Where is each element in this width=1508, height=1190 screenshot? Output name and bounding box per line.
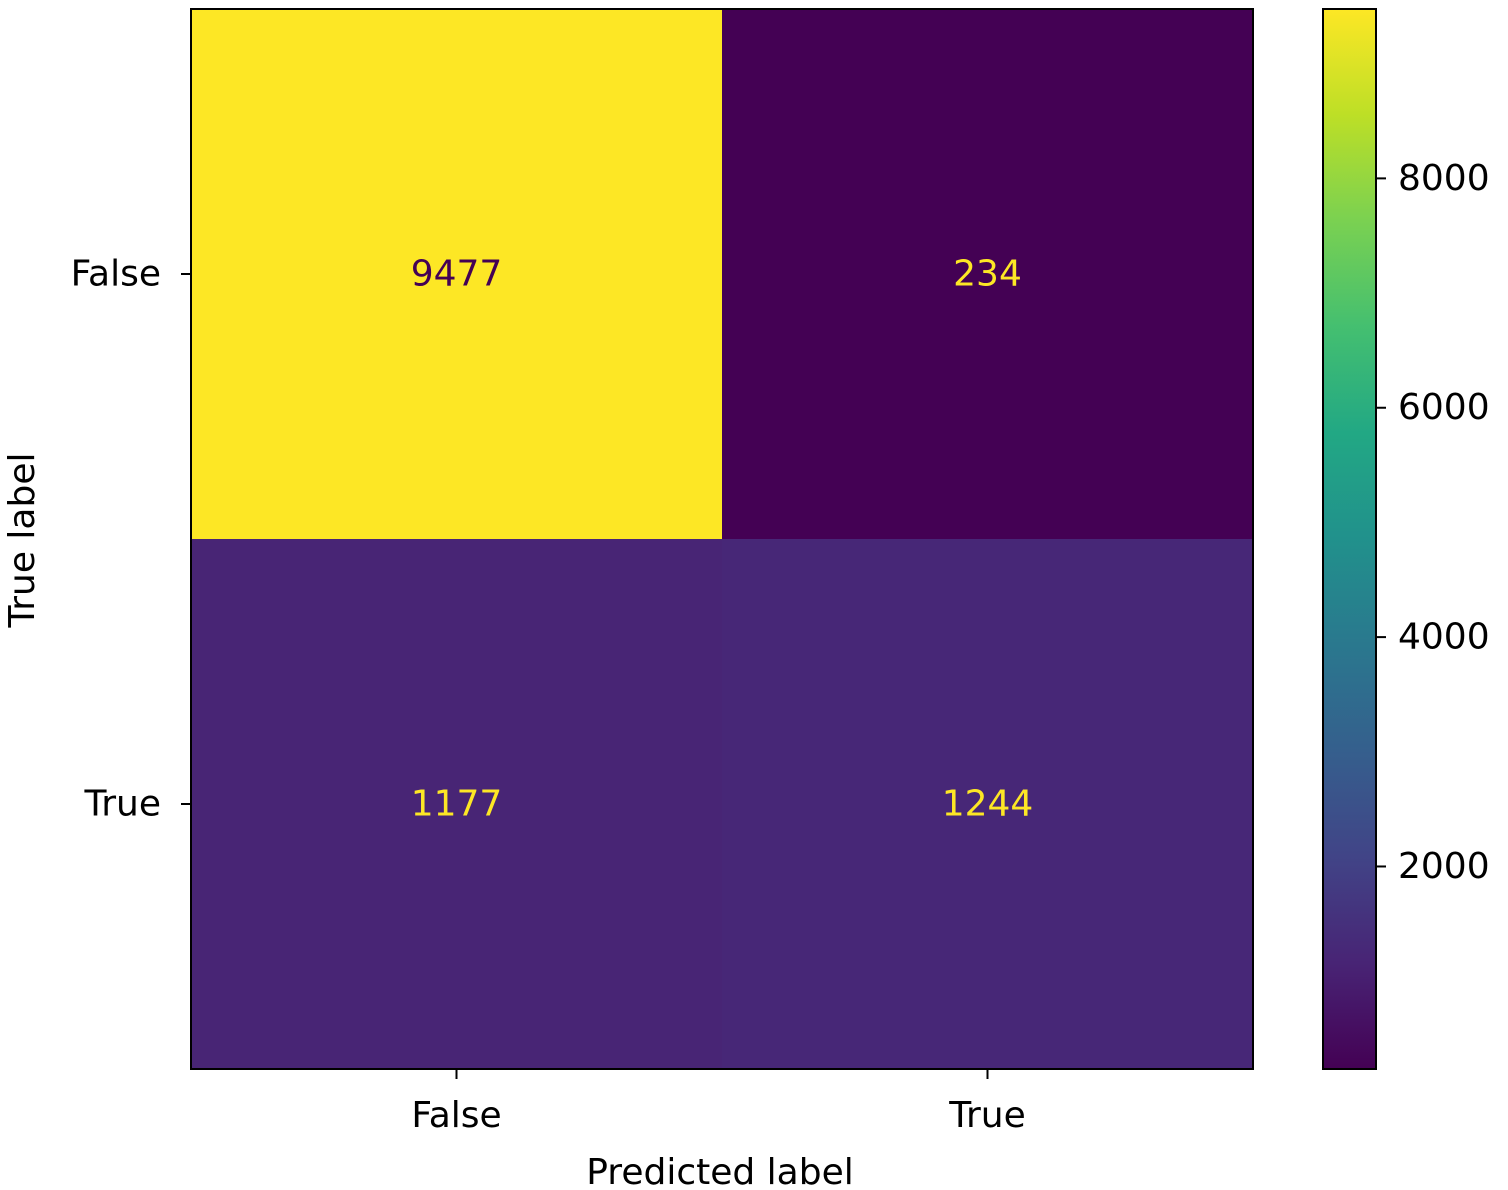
heatmap-cell-value-1-1: 1244 xyxy=(942,784,1034,825)
y-tick-label: True xyxy=(84,784,161,825)
heatmap-cells xyxy=(191,9,1254,1070)
colorbar-tick-label: 6000 xyxy=(1398,387,1490,428)
heatmap-cell-value-0-0: 9477 xyxy=(411,254,503,295)
x-axis-label: Predicted label xyxy=(586,1152,854,1190)
colorbar-tick-label: 4000 xyxy=(1398,617,1490,658)
y-axis-ticks: False True xyxy=(71,254,191,825)
colorbar-ticks: 2000 4000 6000 8000 xyxy=(1376,158,1490,887)
plot-frame xyxy=(190,8,1254,1070)
heatmap-cell-labels: 9477 234 1177 1244 xyxy=(411,254,1034,825)
heatmap-cell-value-0-1: 234 xyxy=(953,254,1022,295)
x-axis-ticks: False True xyxy=(411,1069,1026,1136)
y-tick-label: False xyxy=(71,254,161,295)
colorbar-tick-label: 2000 xyxy=(1398,846,1490,887)
colorbar-tick-label: 8000 xyxy=(1398,158,1490,199)
y-axis-label: True label xyxy=(2,453,43,629)
heatmap-cell-1-0 xyxy=(191,539,723,1070)
heatmap-cell-value-1-0: 1177 xyxy=(411,784,503,825)
colorbar xyxy=(1322,8,1377,1070)
heatmap-cell-0-1 xyxy=(722,9,1254,540)
heatmap-cell-1-1 xyxy=(722,539,1254,1070)
x-tick-label: False xyxy=(411,1095,501,1136)
x-tick-label: True xyxy=(948,1095,1025,1136)
heatmap-cell-0-0 xyxy=(191,9,723,540)
